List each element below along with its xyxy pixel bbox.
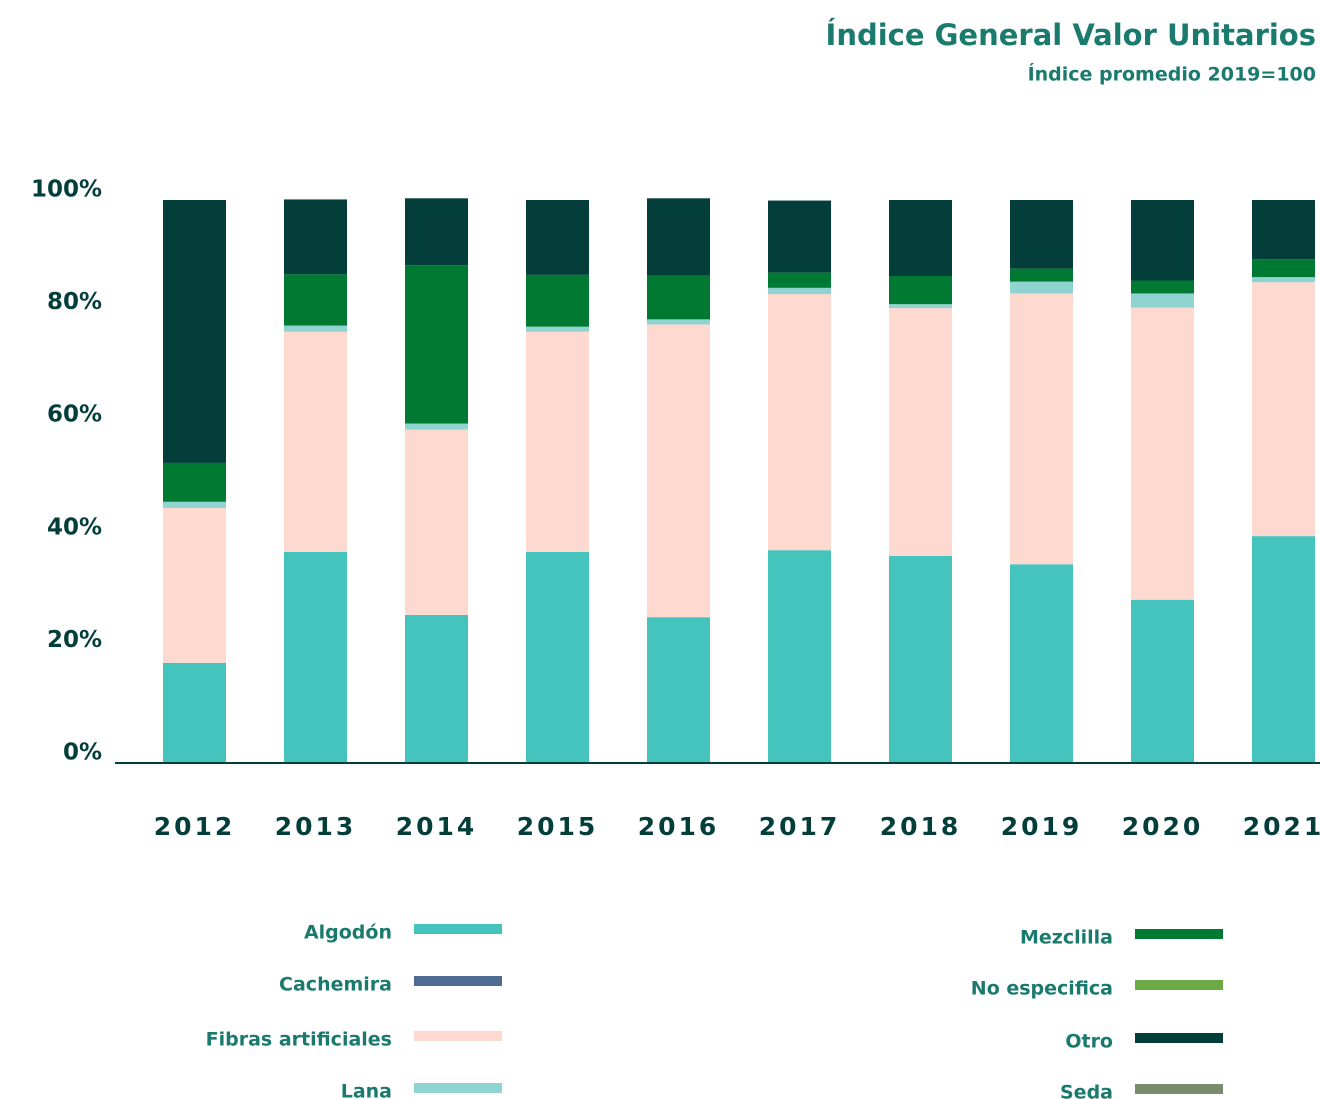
bar-segment — [526, 274, 589, 327]
legend-swatch — [414, 924, 502, 934]
legend-label: Lana — [341, 1081, 392, 1099]
bar-segment — [1131, 200, 1194, 281]
bar-segment — [768, 287, 831, 295]
x-tick-label: 2012 — [154, 812, 236, 841]
bar-segment — [526, 331, 589, 552]
bar-segment — [284, 551, 347, 763]
bar-segment — [1010, 200, 1073, 269]
x-tick-label: 2019 — [1001, 812, 1083, 841]
x-tick-label: 2017 — [759, 812, 841, 841]
bar-segment — [1010, 564, 1073, 763]
bar-segment — [647, 617, 710, 763]
y-tick-label: 20% — [47, 627, 102, 653]
legend-swatch — [414, 1031, 502, 1041]
bar-segment — [647, 319, 710, 325]
bar-segment — [1252, 282, 1315, 537]
chart-subtitle: Índice promedio 2019=100 — [1028, 63, 1316, 86]
legend-swatch — [1135, 1033, 1223, 1043]
legend-label: Fibras artificiales — [206, 1029, 392, 1051]
legend-label: No especifica — [971, 978, 1113, 1000]
bar-segment — [526, 200, 589, 275]
bar-segment — [889, 304, 952, 309]
bar-segment — [1131, 307, 1194, 600]
bar-segment — [163, 662, 226, 763]
bar-segment — [405, 429, 468, 615]
bar-segment — [284, 325, 347, 332]
x-tick-label: 2018 — [880, 812, 962, 841]
legend-swatch — [1135, 929, 1223, 939]
bar-segment — [768, 200, 831, 273]
bar-segment — [889, 276, 952, 305]
bar-segment — [163, 462, 226, 502]
bar-segment — [1131, 280, 1194, 294]
legend-swatch — [414, 976, 502, 986]
legend-swatch — [1135, 980, 1223, 990]
x-tick-label: 2015 — [517, 812, 599, 841]
bar-segment — [768, 272, 831, 288]
bar-segment — [163, 501, 226, 508]
bar-segment — [1010, 281, 1073, 294]
x-tick-label: 2016 — [638, 812, 720, 841]
bar-segment — [1010, 293, 1073, 565]
bar-segment — [405, 423, 468, 430]
bar-segment — [647, 275, 710, 320]
y-tick-label: 60% — [47, 402, 102, 428]
bar-segment — [889, 308, 952, 556]
legend-swatch — [414, 1083, 502, 1093]
bar-segment — [405, 265, 468, 424]
y-tick-label: 80% — [47, 289, 102, 315]
bar-segment — [163, 507, 226, 663]
x-tick-label: 2014 — [396, 812, 478, 841]
bar-segment — [768, 550, 831, 763]
bar-segment — [1252, 259, 1315, 278]
bar-segment — [889, 200, 952, 277]
legend-label: Otro — [1065, 1031, 1113, 1053]
bar-segment — [647, 324, 710, 618]
bar-segment — [768, 294, 831, 551]
bar-segment — [647, 198, 710, 276]
legend-label: Seda — [1060, 1082, 1113, 1099]
bar-segment — [1131, 293, 1194, 308]
bar-segment — [889, 555, 952, 763]
y-tick-label: 40% — [47, 514, 102, 540]
bar-segment — [405, 614, 468, 763]
legend-label: Cachemira — [279, 974, 392, 996]
bar-segment — [284, 331, 347, 552]
bar-segment — [526, 326, 589, 332]
bar-segment — [1010, 268, 1073, 282]
bar-segment — [405, 198, 468, 266]
y-tick-label: 0% — [63, 740, 102, 766]
bar-segment — [284, 199, 347, 275]
legend-label: Mezclilla — [1020, 927, 1113, 949]
bar-segment — [1252, 277, 1315, 283]
bar-segment — [1131, 599, 1194, 763]
bar-segment — [1252, 536, 1315, 763]
x-tick-label: 2020 — [1122, 812, 1204, 841]
bar-segment — [163, 200, 226, 463]
chart-title: Índice General Valor Unitarios — [826, 18, 1316, 52]
bar-segment — [526, 551, 589, 763]
legend-label: Algodón — [304, 922, 392, 944]
y-tick-label: 100% — [31, 177, 102, 203]
x-tick-label: 2021 — [1243, 812, 1320, 841]
legend-swatch — [1135, 1084, 1223, 1094]
bar-segment — [284, 274, 347, 326]
bar-segment — [1252, 200, 1315, 260]
x-tick-label: 2013 — [275, 812, 357, 841]
